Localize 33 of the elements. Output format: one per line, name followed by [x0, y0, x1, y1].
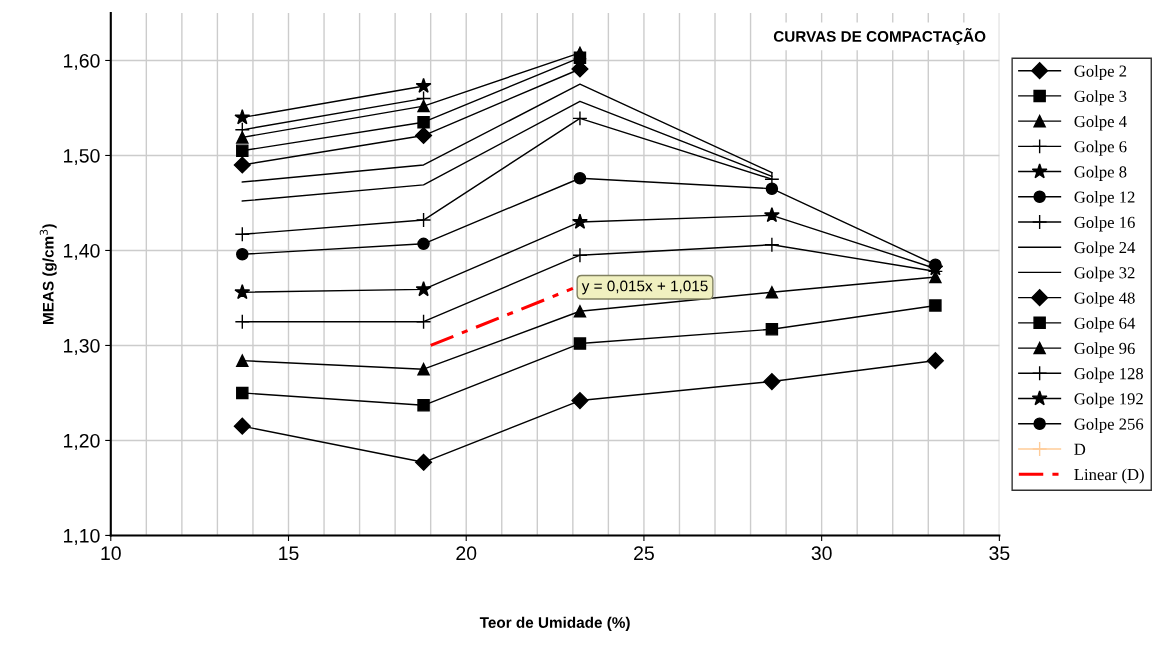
legend-label: Golpe 12 — [1074, 191, 1135, 207]
legend-label: Golpe 192 — [1074, 392, 1143, 408]
x-tick-label: 20 — [456, 546, 477, 561]
annotation: y = 0,015x + 1,015 — [581, 280, 708, 295]
legend-label: Linear (D) — [1074, 468, 1144, 484]
x-tick-label: 30 — [811, 546, 832, 561]
x-tick-label: 15 — [279, 546, 299, 561]
legend-label: Golpe 24 — [1074, 241, 1136, 257]
y-tick-label: 1,40 — [64, 243, 100, 260]
y-axis-title: MEAS (g/cm$^{3}$) — [39, 224, 57, 324]
legend-label: Golpe 128 — [1074, 367, 1144, 383]
legend-label: D — [1074, 443, 1086, 455]
legend-label: Golpe 3 — [1074, 90, 1127, 106]
legend-label: Golpe 96 — [1074, 342, 1135, 358]
text: CURVAS DE COMPACTAÇÃO — [773, 28, 986, 45]
legend-label: Golpe 2 — [1074, 64, 1127, 81]
y-tick-label: 1,30 — [64, 338, 100, 355]
legend-label: Golpe 48 — [1074, 291, 1135, 308]
y-tick-label: 1,10 — [64, 528, 100, 545]
legend-label: Golpe 32 — [1074, 266, 1135, 282]
x-tick-label: 25 — [634, 546, 654, 561]
x-tick-label: 35 — [989, 546, 1010, 561]
y-tick-label: 1,50 — [64, 148, 100, 165]
legend-label: Golpe 4 — [1074, 115, 1127, 131]
x-axis-title: Teor de Umidade (%) — [479, 616, 630, 631]
y-tick-label: 1,20 — [64, 433, 100, 450]
legend-label: Golpe 16 — [1074, 216, 1135, 232]
y-tick-label: 1,60 — [64, 53, 100, 71]
legend-label: Golpe 8 — [1074, 165, 1127, 181]
legend-label: Golpe 64 — [1074, 317, 1136, 333]
legend-label: Golpe 256 — [1074, 417, 1144, 434]
x-tick-label: 10 — [101, 546, 121, 561]
legend-label: Golpe 6 — [1074, 140, 1127, 156]
